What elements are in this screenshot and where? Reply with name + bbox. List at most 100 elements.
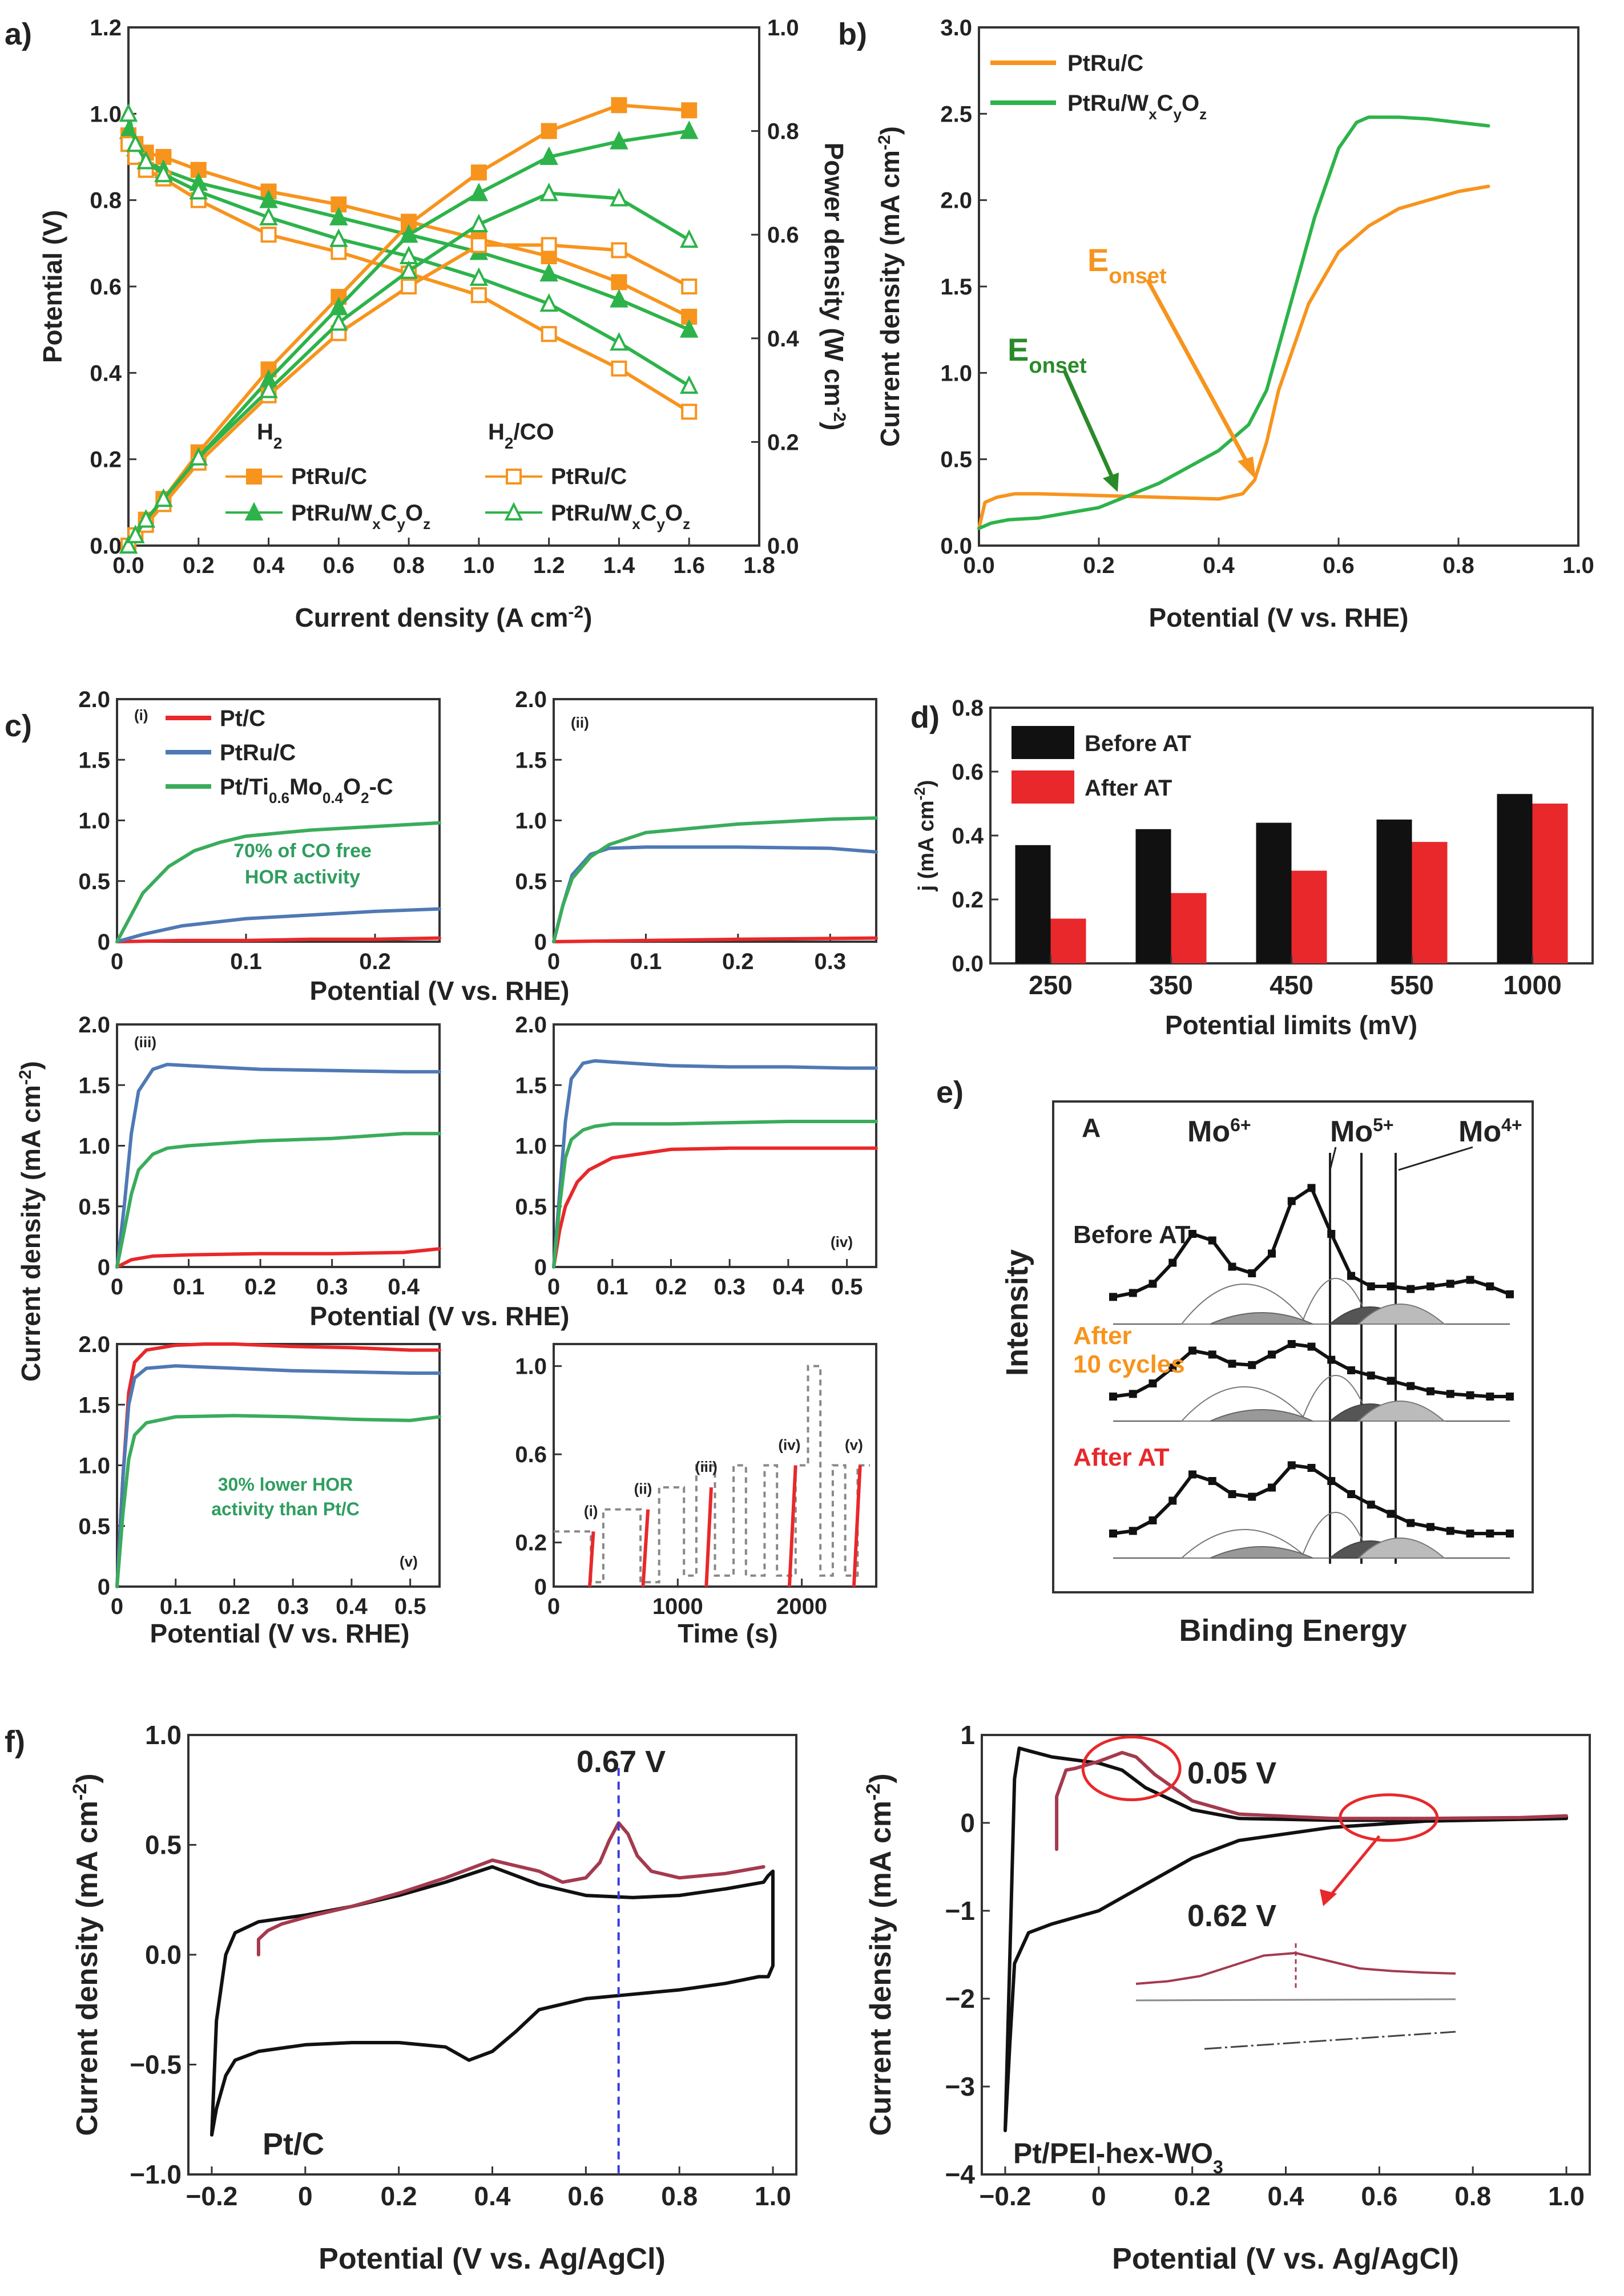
panel-c-x-title-row1: Potential (V vs. RHE): [310, 976, 570, 1006]
y-tick-label: −3: [945, 2072, 975, 2101]
panel-a-x-title: Current density (A cm-2): [295, 603, 593, 633]
x-tick-label: 1.0: [755, 2181, 791, 2211]
x-tick-label: 0.5: [831, 1274, 863, 1300]
time-roman-label: (i): [584, 1502, 598, 1519]
y-tick-label: 0.2: [767, 430, 799, 455]
x-tick-label: 0.1: [173, 1274, 205, 1300]
panel-f-left-plot-frame: [187, 1734, 797, 2176]
panel-e: e) A Mo6+ Mo5+ Mo4+ Before AT After 10 c…: [936, 1075, 1534, 1648]
legend-swatch-after-at: [1012, 770, 1074, 804]
xps-point: [1188, 1346, 1196, 1355]
y-tick-label: 0.0: [767, 534, 799, 559]
x-tick-label: 0.2: [359, 949, 391, 974]
series-ptru-c: [115, 907, 441, 943]
y-tick-label: 2.0: [78, 687, 110, 712]
data-point: [681, 279, 698, 294]
inset-baseline: [1135, 1998, 1456, 2002]
eonset-arrow-green: [1062, 370, 1115, 481]
xps-point: [1228, 1262, 1236, 1271]
y-ticks: 0 0.5 1.0 1.5 2.0: [515, 687, 562, 955]
fit-component-shaded: [1357, 1304, 1446, 1325]
y-tick-label: 1.5: [515, 748, 547, 773]
legend-item-pt-ti-mo-o2-c: Pt/Ti0.6Mo0.4O2-C: [220, 774, 393, 806]
xps-point: [1486, 1530, 1494, 1538]
x-tick-label: 0.2: [1083, 553, 1115, 578]
panel-a-y2-ticks: 0.0 0.2 0.4 0.6 0.8 1.0: [751, 15, 799, 559]
x-tick-label: 0.6: [567, 2181, 604, 2211]
y-tick-label: 1.5: [78, 748, 110, 773]
y-tick-label: 0.0: [952, 951, 984, 976]
panel-b-y-title: Current density (mA cm-2): [875, 126, 905, 447]
category-label-1000: 1000: [1503, 970, 1561, 1000]
xps-point: [1466, 1276, 1474, 1284]
legend-item-ptru-c-h2co: PtRu/C: [551, 464, 627, 489]
data-point: [126, 524, 145, 543]
xps-point: [1367, 1500, 1375, 1509]
data-point: [399, 224, 418, 243]
legend-marker: [246, 469, 262, 485]
y-tick-label: 2.0: [78, 1332, 110, 1357]
x-tick-label: 0.4: [772, 1274, 804, 1300]
subplot-frame: [116, 1343, 441, 1588]
xps-point: [1208, 1477, 1216, 1485]
highlight-circle-peak1: [1081, 1736, 1182, 1802]
panel-c-time-x-title: Time (s): [678, 1619, 778, 1648]
panel-f-left-x-title: Potential (V vs. Ag/AgCl): [319, 2242, 666, 2275]
xps-point: [1506, 1530, 1514, 1538]
data-point: [259, 207, 278, 225]
legend-marker: [506, 469, 522, 485]
xps-point: [1188, 1470, 1196, 1479]
panel-f: f) −0.2 0 0.2 0.4 0.6 0.8 1.0 −1.0 −0.5 0.0 0.5 1.…: [5, 1720, 1591, 2275]
data-point: [259, 380, 278, 398]
x-tick-label: 0: [111, 949, 123, 974]
hor-scan-segment: [704, 1487, 713, 1587]
panel-c: c) 0 0.1 0.2 0 0.5 1.0 1.5 2.0 (i) 0 0.1 0.2 0.3 0 0.5…: [5, 687, 878, 1648]
eonset-arrowhead-orange: [1238, 457, 1256, 479]
x-tick-label: 1.8: [743, 553, 775, 578]
panel-c-x-title-row3: Potential (V vs. RHE): [150, 1619, 410, 1648]
legend-marker: [244, 502, 264, 520]
bar-before-at-350: [1135, 829, 1171, 963]
data-point: [329, 207, 348, 225]
data-point: [611, 242, 627, 259]
y-tick-label: 1.5: [78, 1073, 110, 1098]
xps-point: [1506, 1393, 1514, 1401]
category-label-350: 350: [1149, 970, 1193, 1000]
xps-point: [1268, 1350, 1276, 1359]
x-tick-label: 0: [547, 1594, 560, 1619]
xps-point: [1426, 1387, 1434, 1395]
xps-point: [1446, 1280, 1454, 1288]
xps-point: [1387, 1282, 1395, 1290]
series-ptru-c: [115, 1364, 441, 1588]
trace-label-before-at: Before AT: [1073, 1221, 1190, 1249]
y-tick-label: 0.6: [767, 223, 799, 248]
x-tick-label: 0.1: [230, 949, 262, 974]
x-ticks: 0 0.1 0.2 0.3 0.4 0.5: [111, 1579, 426, 1619]
panel-b-label: b): [838, 17, 867, 51]
data-point: [541, 237, 557, 253]
y-tick-label: 0.0: [145, 1940, 182, 1970]
x-tick-label: 1.0: [1562, 553, 1594, 578]
y-tick-label: 0.5: [515, 1195, 547, 1220]
y-tick-label: −4: [945, 2160, 976, 2189]
xps-point: [1387, 1510, 1395, 1518]
time-roman-label: (ii): [634, 1480, 652, 1498]
y-ticks: 0 0.2 0.6 1.0: [515, 1354, 562, 1600]
y-tick-label: 0.4: [952, 824, 984, 849]
x-tick-label: 0.6: [323, 553, 355, 578]
xps-point: [1287, 1340, 1296, 1348]
data-point: [154, 163, 173, 183]
series-pt-ti0-6mo0-4o2-c: [552, 1120, 878, 1269]
xps-point: [1327, 1230, 1336, 1238]
xps-point: [1168, 1258, 1177, 1267]
x-tick-label: 0: [1091, 2181, 1106, 2211]
data-point: [610, 332, 628, 351]
panel-f-right-x-title: Potential (V vs. Ag/AgCl): [1112, 2242, 1459, 2275]
peak-label-067v: 0.67 V: [577, 1745, 666, 1779]
xps-point: [1486, 1282, 1494, 1290]
bar-after-at-250: [1050, 918, 1086, 963]
panel-f-label: f): [5, 1725, 25, 1759]
y-tick-label: 1.0: [145, 1720, 182, 1750]
data-point: [119, 103, 138, 122]
